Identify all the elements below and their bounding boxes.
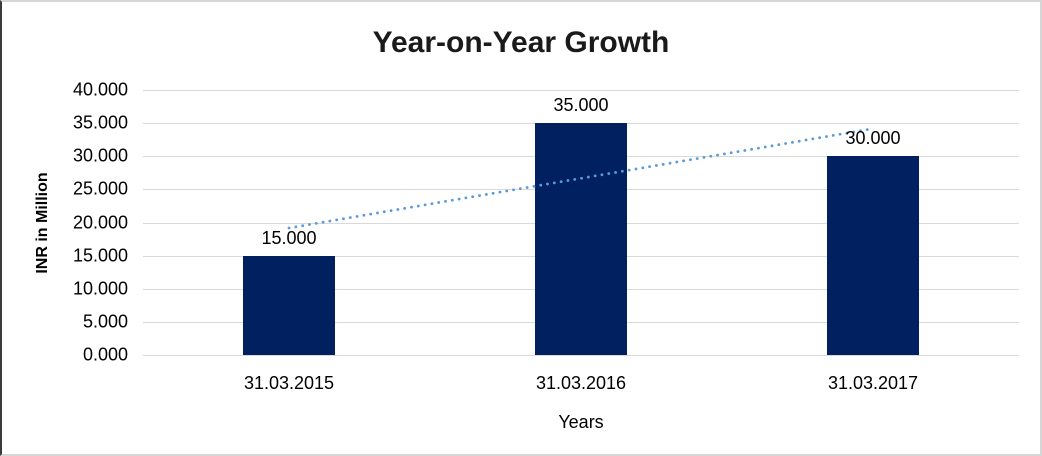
- bar-value-label: 30.000: [845, 128, 901, 149]
- y-axis-tick-label: 25.000: [72, 178, 128, 199]
- gridline: [143, 355, 1019, 356]
- y-axis-tick-label: 5.000: [82, 311, 128, 332]
- y-axis-tick-label: 40.000: [72, 79, 128, 100]
- gridline: [143, 90, 1019, 91]
- bar: [243, 255, 335, 355]
- y-axis-tick-label: 35.000: [72, 112, 128, 133]
- x-axis-category-label: 31.03.2015: [243, 373, 335, 393]
- x-axis-category-label: 31.03.2016: [535, 373, 627, 393]
- y-axis-title: INR in Million: [34, 172, 51, 274]
- trendline: [287, 127, 875, 230]
- bar: [535, 123, 627, 355]
- y-axis-tick-label: 10.000: [72, 278, 128, 299]
- y-axis-tick-label: 15.000: [72, 245, 128, 266]
- y-axis-tick-label: 0.000: [82, 344, 128, 365]
- y-axis-tick-label: 30.000: [72, 145, 128, 166]
- x-axis-category-label: 31.03.2017: [827, 373, 919, 393]
- x-axis-title: Years: [558, 412, 604, 432]
- chart-title: Year-on-Year Growth: [372, 26, 670, 59]
- bar: [827, 156, 919, 355]
- bar-value-label: 35.000: [553, 95, 609, 116]
- plot-area: 15.000 35.000 30.000: [143, 90, 1019, 356]
- y-axis-tick-label: 20.000: [72, 212, 128, 232]
- bar-value-label: 15.000: [261, 227, 317, 248]
